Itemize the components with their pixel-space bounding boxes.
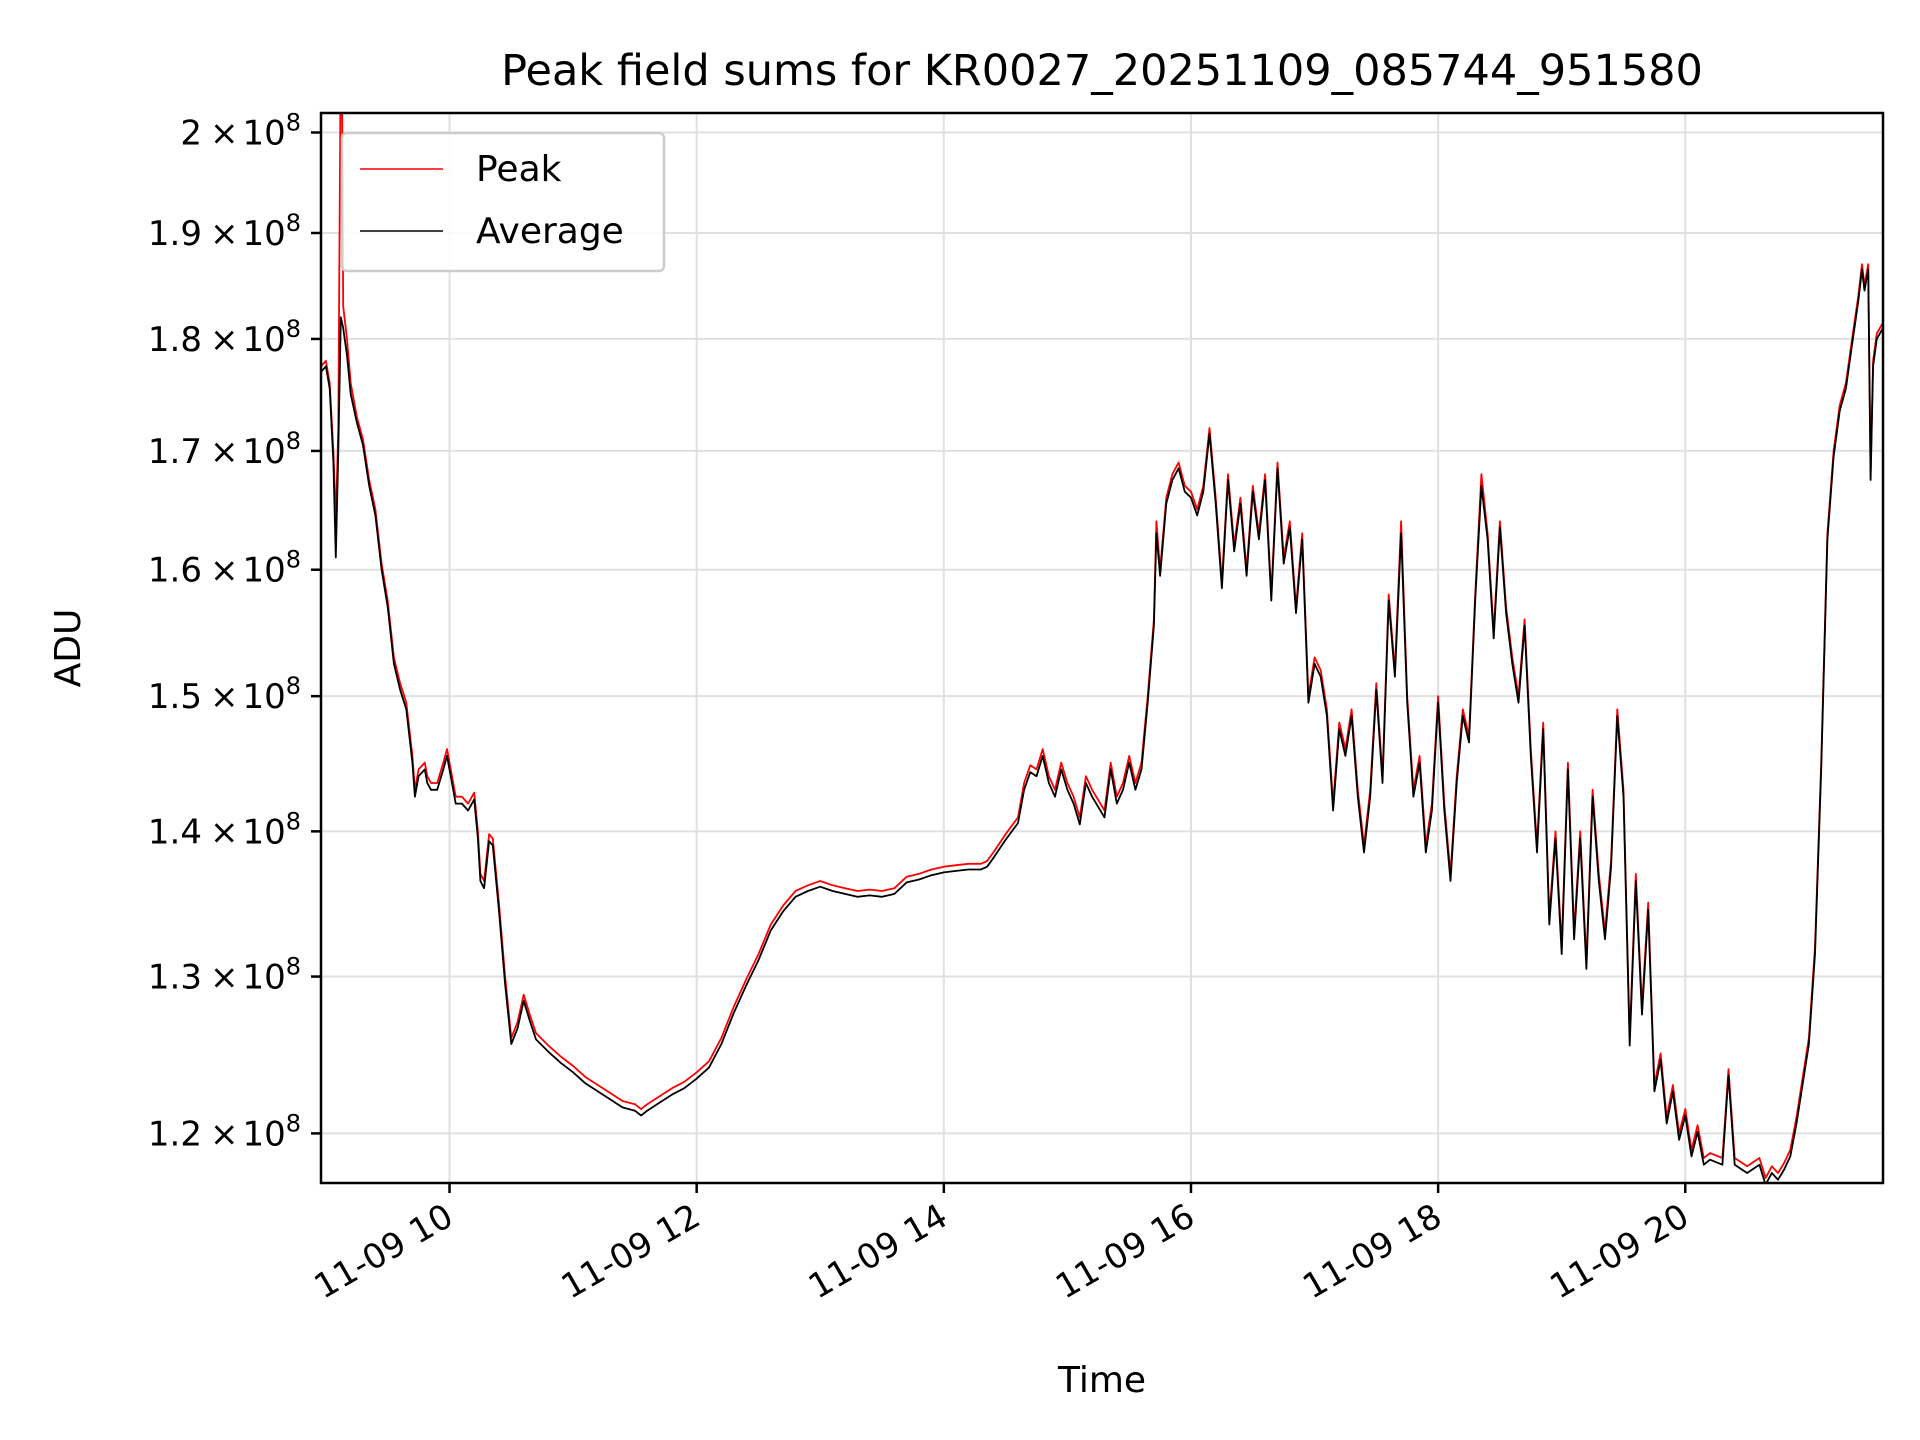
y-tick-label: 2 × 108: [180, 108, 301, 153]
y-axis-label: ADU: [48, 609, 89, 688]
legend-box: [340, 131, 666, 273]
legend: Peak Average: [340, 131, 666, 273]
y-tick-label: 1.7 × 108: [148, 427, 301, 472]
y-tick-label: 1.6 × 108: [148, 546, 301, 591]
y-tick-label: 1.9 × 108: [148, 209, 301, 254]
chart-title: Peak field sums for KR0027_20251109_0857…: [501, 46, 1703, 96]
y-axis: 1.2 × 108 1.3 × 108 1.4 × 108 1.5 × 108 1.6 × 108 1.7 × 1…: [148, 108, 321, 1154]
series-line-average: [321, 268, 1883, 1183]
legend-label-peak: Peak: [476, 149, 562, 190]
y-tick-label: 1.5 × 108: [148, 672, 301, 717]
x-axis-label: Time: [1057, 1360, 1146, 1401]
y-tick-label: 1.3 × 108: [148, 953, 301, 998]
plot-frame: [319, 111, 1885, 1185]
y-tick-label: 1.2 × 108: [148, 1109, 301, 1154]
legend-label-average: Average: [476, 211, 624, 252]
series-group: [321, 113, 1883, 1183]
y-tick-label: 1.4 × 108: [148, 807, 301, 852]
grid: [321, 113, 1883, 1183]
y-tick-label: 1.8 × 108: [148, 315, 301, 360]
